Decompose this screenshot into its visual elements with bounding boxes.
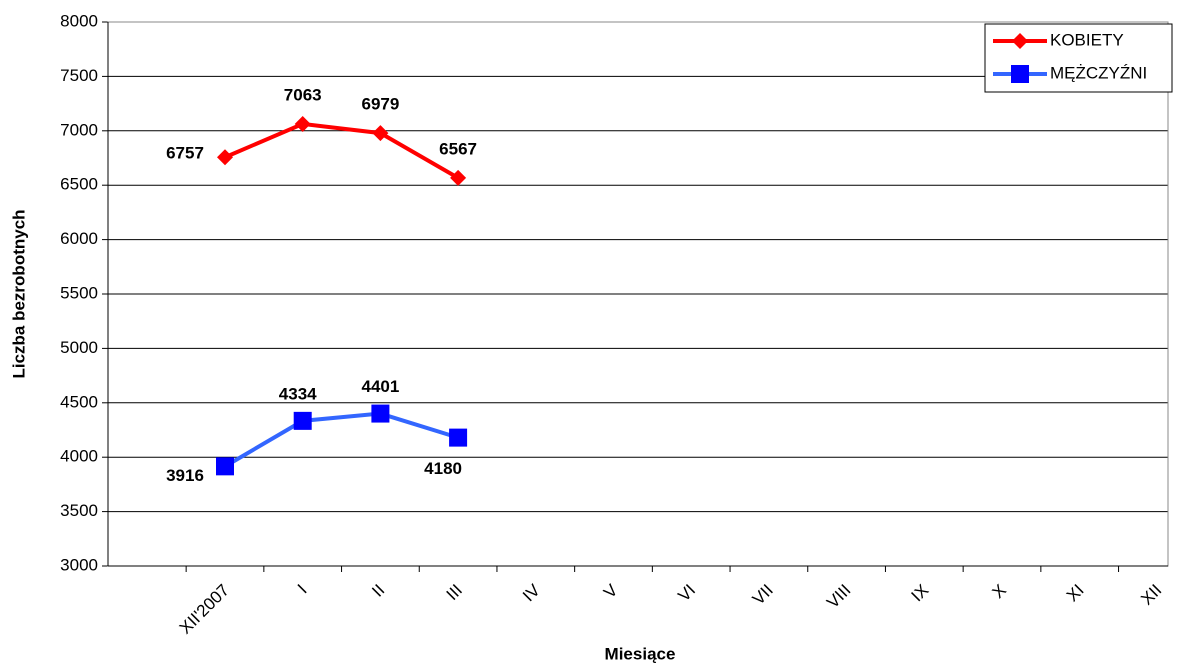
- x-tick-label: II: [368, 581, 388, 601]
- y-tick-label: 4000: [60, 447, 98, 466]
- data-label: 4334: [279, 384, 317, 403]
- y-axis-title: Liczba bezrobotnych: [9, 209, 28, 378]
- x-tick-label: IV: [519, 580, 544, 605]
- data-label: 4401: [361, 377, 399, 396]
- x-tick-label: XII'2007: [176, 581, 233, 638]
- data-label: 6979: [361, 95, 399, 114]
- y-tick-label: 6000: [60, 229, 98, 248]
- y-tick-label: 6500: [60, 175, 98, 194]
- y-tick-label: 8000: [60, 11, 98, 30]
- x-tick-label: X: [989, 581, 1010, 602]
- line: [223, 411, 459, 469]
- y-tick-label: 3000: [60, 555, 98, 574]
- x-tick-label: V: [600, 580, 622, 602]
- x-tick-label: XI: [1063, 581, 1088, 606]
- x-tick-label: I: [294, 581, 311, 598]
- x-tick-label: VII: [749, 581, 777, 609]
- y-tick-label: 5000: [60, 338, 98, 357]
- legend-label: MĘŻCZYŹNI: [1050, 63, 1147, 82]
- marker: [293, 411, 312, 430]
- marker: [1011, 65, 1029, 83]
- series: 6757 7063 6979 6567: [166, 85, 477, 186]
- marker: [294, 115, 311, 132]
- x-tick-label: XII: [1137, 581, 1165, 609]
- x-tick-label: III: [443, 581, 466, 604]
- x-tick-label: IX: [908, 581, 933, 606]
- data-label: 4180: [424, 459, 462, 478]
- x-tick-label: VI: [674, 581, 699, 606]
- series: 3916 4334 4401 4180: [166, 377, 468, 485]
- y-tick-label: 4500: [60, 392, 98, 411]
- marker: [371, 404, 390, 423]
- marker: [372, 125, 389, 142]
- line: [224, 121, 460, 180]
- y-tick-label: 3500: [60, 501, 98, 520]
- data-label: 6567: [439, 139, 477, 158]
- legend-label: KOBIETY: [1050, 30, 1124, 49]
- marker: [449, 428, 468, 447]
- y-tick-label: 7500: [60, 66, 98, 85]
- x-tick-label: VIII: [823, 581, 854, 612]
- marker: [217, 149, 233, 166]
- data-label: 3916: [166, 466, 204, 485]
- y-tick-label: 7000: [60, 120, 98, 139]
- marker: [450, 169, 467, 186]
- y-tick-label: 5500: [60, 283, 98, 302]
- data-label: 7063: [284, 85, 322, 104]
- marker: [1012, 33, 1028, 49]
- data-label: 6757: [166, 144, 204, 163]
- marker: [216, 457, 234, 476]
- x-axis-title: Miesiące: [605, 644, 676, 663]
